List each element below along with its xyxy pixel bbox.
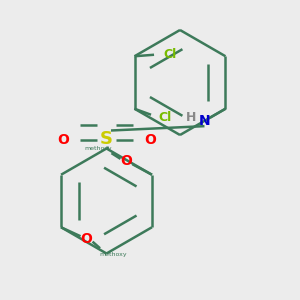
Text: Cl: Cl [158,111,172,124]
Text: O: O [57,133,69,146]
Text: methoxy: methoxy [84,146,112,151]
Text: methoxy: methoxy [100,252,127,257]
Text: O: O [144,133,156,146]
Text: N: N [199,114,210,128]
Text: S: S [100,130,113,148]
Text: Cl: Cl [163,48,176,61]
Text: O: O [81,232,92,246]
Text: H: H [186,111,196,124]
Text: O: O [121,154,132,168]
